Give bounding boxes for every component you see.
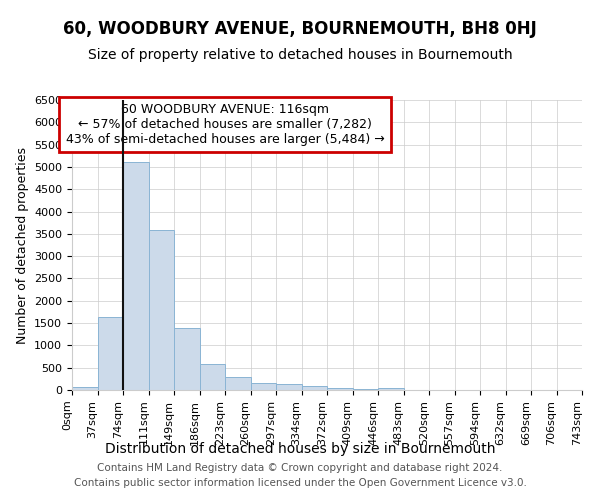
Bar: [72, 386, 97, 390]
Bar: [199, 364, 225, 390]
Bar: [251, 383, 276, 390]
Bar: [174, 328, 199, 390]
Bar: [123, 162, 149, 390]
Text: Contains HM Land Registry data © Crown copyright and database right 2024.
Contai: Contains HM Land Registry data © Crown c…: [74, 462, 526, 487]
Bar: [276, 384, 302, 390]
Text: Size of property relative to detached houses in Bournemouth: Size of property relative to detached ho…: [88, 48, 512, 62]
Bar: [225, 376, 251, 390]
Bar: [327, 388, 353, 390]
Text: Distribution of detached houses by size in Bournemouth: Distribution of detached houses by size …: [105, 442, 495, 456]
Text: 60 WOODBURY AVENUE: 116sqm
← 57% of detached houses are smaller (7,282)
43% of s: 60 WOODBURY AVENUE: 116sqm ← 57% of deta…: [65, 103, 385, 146]
Text: 60, WOODBURY AVENUE, BOURNEMOUTH, BH8 0HJ: 60, WOODBURY AVENUE, BOURNEMOUTH, BH8 0H…: [63, 20, 537, 38]
Bar: [353, 388, 378, 390]
Bar: [149, 230, 174, 390]
Y-axis label: Number of detached properties: Number of detached properties: [16, 146, 29, 344]
Bar: [378, 388, 404, 390]
Bar: [97, 317, 123, 390]
Bar: [302, 386, 327, 390]
